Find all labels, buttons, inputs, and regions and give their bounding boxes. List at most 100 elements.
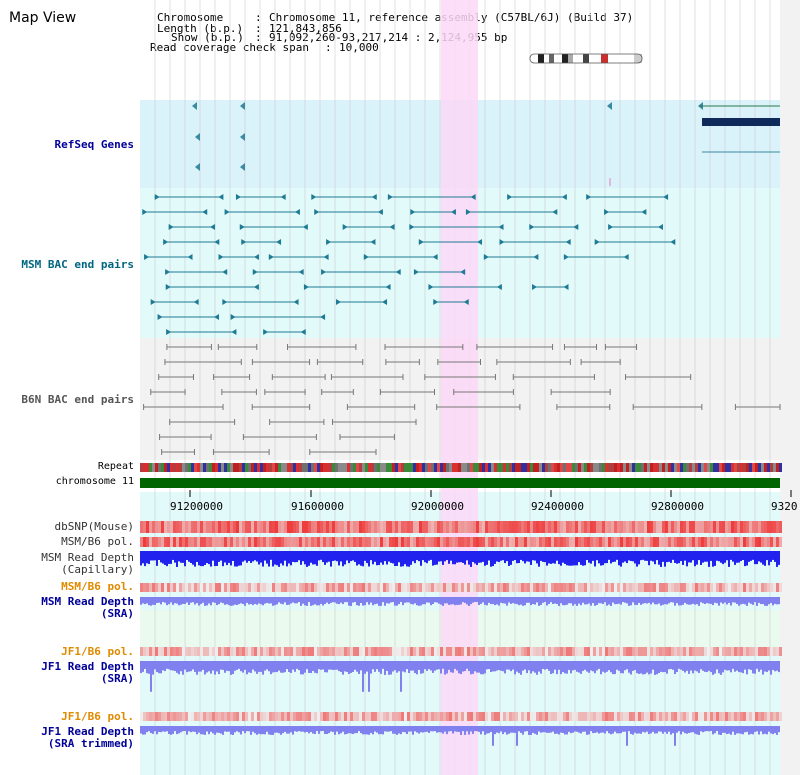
msm-depth-sra-bar: [478, 597, 480, 605]
msm-b6-pol-cell: [152, 583, 155, 592]
jf1-b6-pol-cell: [218, 647, 221, 656]
msm-depth-sra-bar: [374, 597, 376, 605]
msm-depth-capillary-bar: [330, 551, 332, 567]
msm-depth-sra-bar: [610, 597, 612, 606]
msm-depth-capillary-bar: [172, 551, 174, 560]
msm-depth-capillary-bar: [640, 551, 642, 561]
msm-depth-capillary-bar: [614, 551, 616, 562]
msm-depth-sra-bar: [370, 597, 372, 603]
jf1-b6-pol-cell: [398, 712, 401, 721]
msm-b6-pol-cell: [449, 583, 452, 592]
repeat-segment: [407, 463, 410, 472]
jf1-depth-trimmed-bar: [272, 726, 274, 735]
jf1-b6-pol-cell: [248, 647, 251, 656]
highlight-region[interactable]: [441, 0, 478, 775]
dbsnp-cell: [485, 521, 488, 533]
msm-depth-capillary-bar: [318, 551, 320, 561]
msm-b6-pol-cell: [704, 537, 707, 547]
msm-depth-capillary-bar: [564, 551, 566, 564]
msm-depth-capillary-bar: [530, 551, 532, 565]
jf1-b6-pol-cell: [206, 647, 209, 656]
msm-depth-sra-bar: [480, 597, 482, 604]
msm-depth-capillary-bar: [666, 551, 668, 563]
jf1-b6-pol-cell: [272, 712, 275, 721]
msm-b6-pol-cell: [203, 537, 206, 547]
msm-depth-sra-bar: [668, 597, 670, 604]
repeat-segment: [362, 463, 365, 472]
jf1-depth-sra-bar: [328, 661, 330, 670]
jf1-b6-pol-cell: [404, 712, 407, 721]
jf1-depth-sra-bar: [658, 661, 660, 673]
msm-depth-sra-bar: [674, 597, 676, 606]
jf1-b6-pol-cell: [254, 647, 257, 656]
jf1-depth-sra-bar: [428, 661, 430, 670]
msm-b6-pol-cell: [431, 583, 434, 592]
msm-depth-sra-bar: [348, 597, 350, 606]
dbsnp-cell: [212, 521, 215, 533]
jf1-depth-sra-bar: [648, 661, 650, 675]
jf1-depth-trimmed-bar: [592, 726, 594, 734]
dbsnp-cell: [314, 521, 317, 533]
msm-depth-sra-bar: [390, 597, 392, 603]
gene-marker: [195, 163, 200, 171]
msm-b6-pol-cell: [146, 583, 149, 592]
msm-depth-capillary-bar: [776, 551, 778, 567]
msm-bac-end: [202, 209, 208, 215]
msm-b6-pol-cell: [434, 583, 437, 592]
jf1-b6-pol-cell: [626, 712, 629, 721]
msm-depth-capillary-bar: [270, 551, 272, 560]
msm-b6-pol-cell: [305, 583, 308, 592]
msm-b6-pol-cell: [443, 537, 446, 547]
msm-b6-pol-cell: [164, 537, 167, 547]
repeat-segment: [404, 463, 407, 472]
msm-depth-capillary-bar: [320, 551, 322, 560]
jf1-depth-sra-bar: [550, 661, 552, 675]
jf1-depth-trimmed-bar: [228, 726, 230, 732]
jf1-depth-trimmed-bar: [480, 726, 482, 735]
dbsnp-cell: [599, 521, 602, 533]
jf1-b6-pol-cell: [740, 712, 743, 721]
msm-b6-pol-cell: [368, 583, 371, 592]
msm-depth-capillary-bar: [636, 551, 638, 567]
msm-b6-pol-cell: [671, 583, 674, 592]
msm-b6-pol-cell: [743, 537, 746, 547]
jf1-b6-pol-cell: [467, 647, 470, 656]
jf1-depth-trimmed-bar: [194, 726, 196, 732]
msm-depth-sra-bar: [272, 597, 274, 606]
jf1-b6-pol-cell: [254, 712, 257, 721]
jf1-depth-sra-bar: [408, 661, 410, 673]
jf1-b6-pol-cell: [593, 712, 596, 721]
jf1-depth-trimmed-bar: [170, 726, 172, 735]
jf1-depth-sra-bar: [738, 661, 740, 673]
msm-depth-sra-bar: [642, 597, 644, 604]
jf1-depth-sra-bar: [256, 661, 258, 674]
msm-depth-sra-bar: [334, 597, 336, 603]
jf1-depth-sra-bar: [610, 661, 612, 673]
dbsnp-cell: [524, 521, 527, 533]
gene-marker: [240, 102, 245, 110]
jf1-b6-pol-cell: [686, 647, 689, 656]
jf1-depth-trimmed-bar: [332, 726, 334, 732]
msm-depth-capillary-bar: [610, 551, 612, 564]
jf1-depth-trimmed-bar: [342, 726, 344, 732]
dbsnp-cell: [596, 521, 599, 533]
msm-depth-sra-bar: [562, 597, 564, 606]
jf1-b6-pol-cell: [647, 712, 650, 721]
jf1-depth-trimmed-bar: [354, 726, 356, 734]
chromosome-ideogram[interactable]: [529, 53, 643, 64]
jf1-depth-sra-bar: [430, 661, 432, 671]
msm-bac-end: [163, 239, 169, 245]
jf1-depth-trimmed-bar: [578, 726, 580, 733]
msm-depth-sra-bar: [616, 597, 618, 605]
msm-depth-sra-bar: [454, 597, 456, 606]
jf1-depth-trimmed-bar: [282, 726, 284, 734]
jf1-depth-trimmed-bar: [214, 726, 216, 735]
repeat-segment: [644, 463, 647, 472]
track-features[interactable]: [140, 102, 792, 746]
dbsnp-cell: [407, 521, 410, 533]
jf1-b6-pol-cell: [332, 712, 335, 721]
msm-b6-pol-cell: [521, 537, 524, 547]
repeat-segment: [533, 463, 536, 472]
jf1-depth-trimmed-bar: [206, 726, 208, 732]
